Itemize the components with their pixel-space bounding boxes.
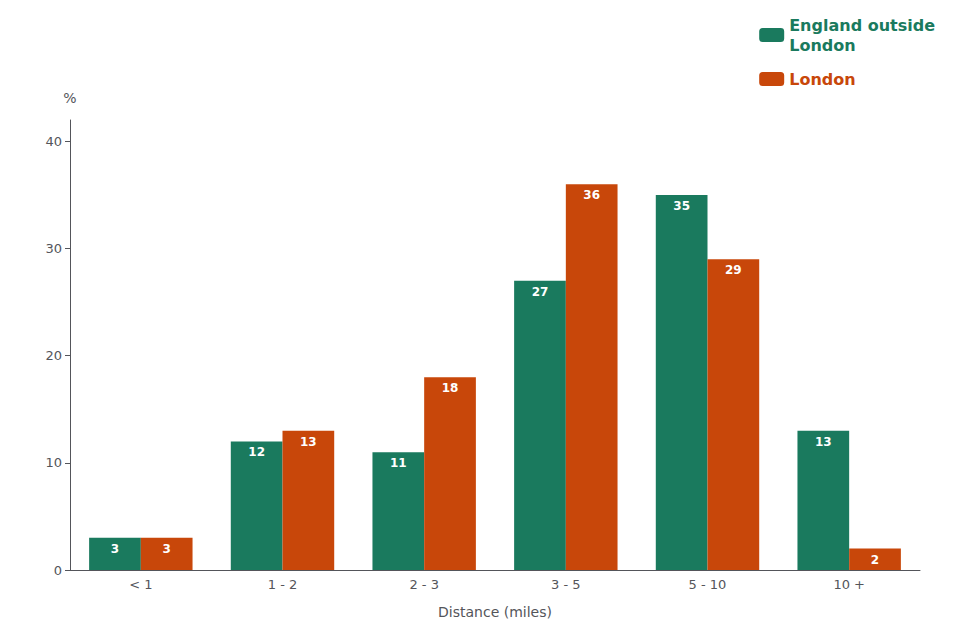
svg-text:18: 18 xyxy=(442,381,459,395)
svg-text:2 - 3: 2 - 3 xyxy=(409,577,439,592)
svg-text:40: 40 xyxy=(45,134,62,149)
svg-text:29: 29 xyxy=(725,263,742,277)
svg-text:13: 13 xyxy=(300,435,317,449)
svg-text:< 1: < 1 xyxy=(129,577,152,592)
svg-text:%: % xyxy=(63,90,76,106)
svg-text:England outside: England outside xyxy=(789,16,935,35)
svg-text:Distance (miles): Distance (miles) xyxy=(438,604,552,620)
svg-text:3: 3 xyxy=(163,542,171,556)
svg-text:20: 20 xyxy=(45,348,62,363)
svg-text:1 - 2: 1 - 2 xyxy=(268,577,298,592)
svg-text:London: London xyxy=(789,70,855,89)
svg-text:3: 3 xyxy=(111,542,119,556)
svg-text:5 - 10: 5 - 10 xyxy=(689,577,727,592)
svg-text:3 - 5: 3 - 5 xyxy=(551,577,581,592)
svg-text:11: 11 xyxy=(390,456,407,470)
svg-text:2: 2 xyxy=(871,553,879,567)
svg-text:27: 27 xyxy=(532,285,549,299)
svg-text:30: 30 xyxy=(45,241,62,256)
svg-text:36: 36 xyxy=(583,188,600,202)
svg-text:London: London xyxy=(789,36,855,55)
svg-text:12: 12 xyxy=(248,445,265,459)
svg-text:13: 13 xyxy=(815,435,832,449)
svg-text:10 +: 10 + xyxy=(833,577,865,592)
svg-text:35: 35 xyxy=(673,199,690,213)
svg-text:0: 0 xyxy=(54,563,62,578)
svg-text:10: 10 xyxy=(45,455,62,470)
